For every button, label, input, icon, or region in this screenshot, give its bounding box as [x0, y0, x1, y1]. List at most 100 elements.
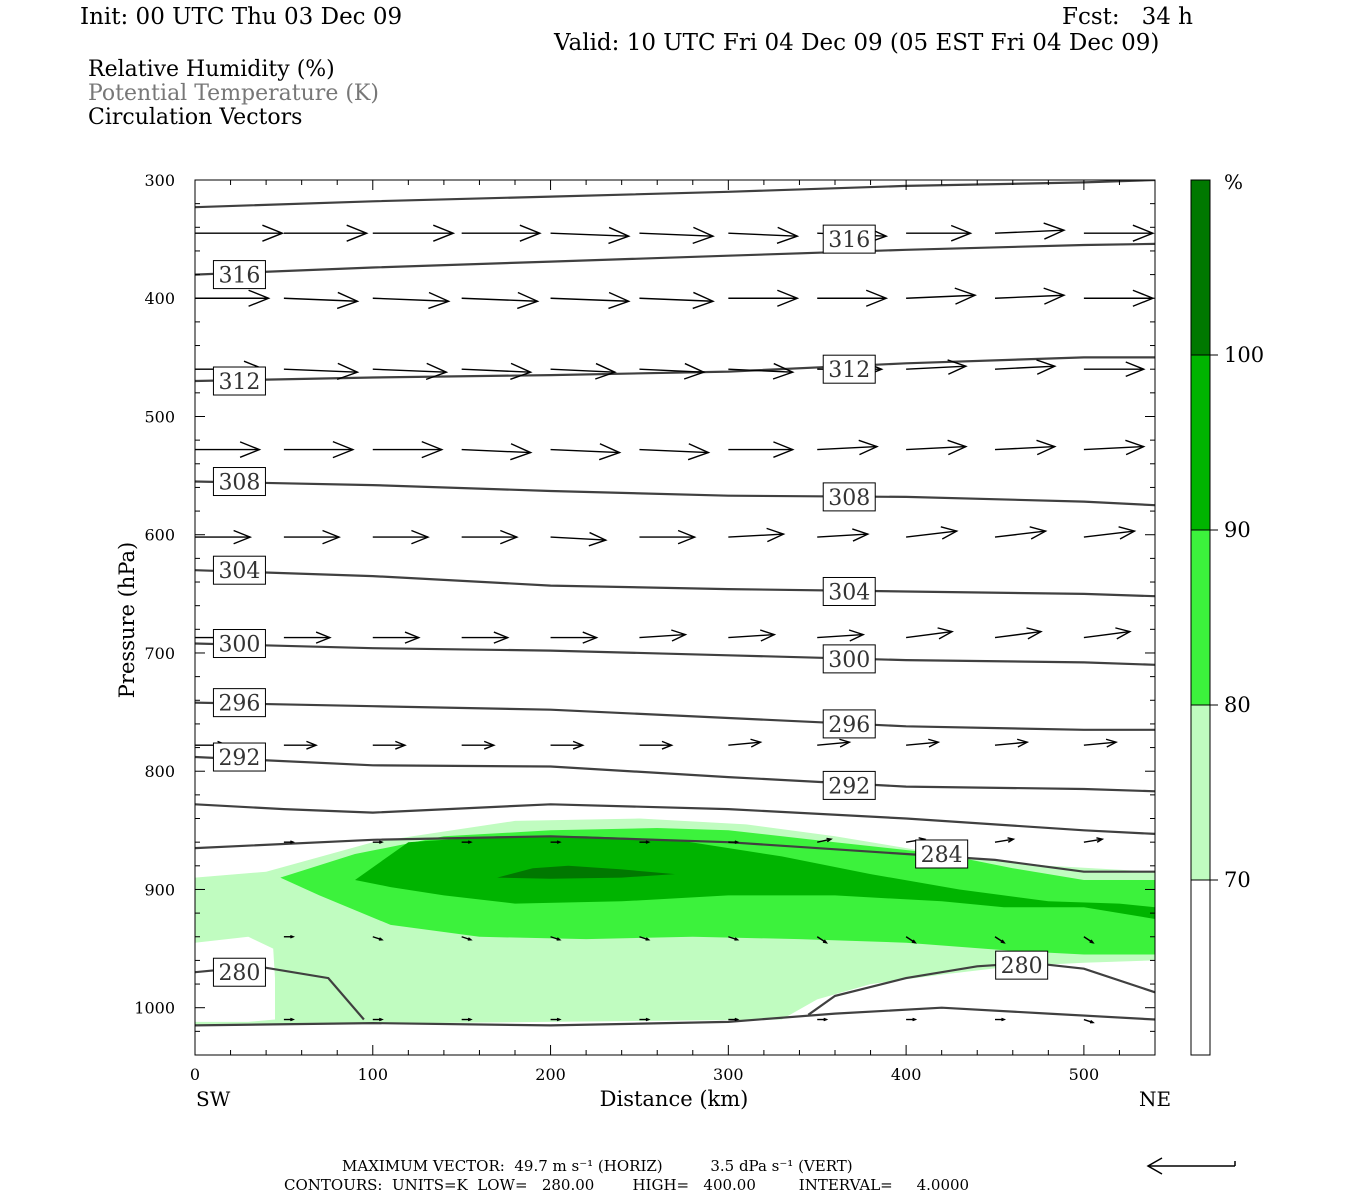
theta-label-300-1: 300 [822, 644, 876, 674]
theta-label-box [212, 260, 266, 290]
x-axis-label: Distance (km) [600, 1087, 749, 1111]
vector-head [1132, 224, 1155, 242]
vector-head [378, 937, 384, 941]
vector-shaft [283, 368, 358, 373]
circulation-vector [283, 840, 295, 844]
vector-head [687, 443, 711, 461]
circulation-vector [728, 738, 763, 748]
circulation-vector [195, 224, 285, 242]
theta-contour-284 [195, 835, 1155, 873]
vector-head [493, 631, 510, 644]
rh-region-100 [497, 865, 675, 879]
theta-label-text: 280 [218, 961, 260, 986]
vector-head [954, 287, 977, 305]
vector-head [661, 740, 674, 750]
circulation-vector [283, 362, 360, 381]
vector-shaft [1083, 530, 1135, 538]
footer-max-vector: MAXIMUM VECTOR: 49.7 m s⁻¹ (HORIZ) 3.5 d… [342, 1157, 853, 1175]
circulation-vector [1083, 837, 1105, 843]
circulation-vector [728, 840, 740, 844]
circulation-vector [906, 359, 968, 375]
vector-head [734, 937, 740, 941]
theta-label-text: 312 [218, 370, 260, 395]
circulation-vector [817, 629, 866, 642]
vector-head [510, 362, 533, 380]
circulation-vector [995, 1017, 1007, 1022]
y-tick-label: 400 [144, 289, 175, 308]
theta-label-text: 308 [218, 471, 260, 496]
theta-label-box [212, 467, 266, 497]
colorbar-segment [1190, 529, 1211, 706]
vector-head [582, 631, 599, 644]
legend-vectors: Circulation Vectors [88, 105, 303, 130]
vector-shaft [906, 530, 957, 538]
vector-head [1125, 439, 1146, 456]
circulation-vector [283, 291, 360, 310]
vector-head [1115, 627, 1132, 640]
y-tick-label: 300 [144, 171, 175, 190]
plot-frame [194, 179, 1156, 1056]
circulation-vector [639, 529, 697, 545]
colorbar: 70 80 90 100 [1190, 179, 1264, 1056]
circulation-vector [550, 840, 562, 844]
circulation-vector [906, 287, 977, 305]
vector-head [336, 362, 360, 381]
theta-label-text: 292 [218, 746, 260, 771]
theta-contour-316 [195, 242, 1155, 276]
circulation-vector [639, 291, 715, 310]
vector-head [500, 529, 519, 545]
circulation-vector [461, 631, 510, 644]
vector-shaft [994, 294, 1065, 299]
theta-label-text: 304 [828, 580, 870, 605]
vector-shaft [461, 448, 531, 454]
vector-shaft [817, 741, 850, 746]
vector-head [1036, 359, 1057, 375]
circulation-vector [461, 936, 473, 941]
vector-shaft [1083, 838, 1103, 843]
circulation-vector [461, 443, 533, 461]
circulation-vector [283, 1017, 295, 1022]
vector-head [766, 527, 786, 543]
vector-shaft [906, 630, 953, 639]
vector-head [290, 935, 295, 939]
vector-head [248, 289, 271, 307]
colorbar-segment [1190, 879, 1211, 1056]
circulation-vector [1083, 289, 1155, 307]
theta-label-box [212, 629, 266, 659]
vector-shaft [550, 232, 629, 237]
vector-shaft [372, 368, 447, 373]
vector-head [556, 1017, 562, 1022]
circulation-vector [283, 740, 318, 750]
vector-shaft [994, 229, 1065, 234]
vector-head [826, 837, 833, 843]
vector-shaft [817, 838, 832, 843]
vector-head [483, 740, 496, 750]
vector-head [262, 224, 285, 242]
theta-label-box [212, 555, 266, 585]
theta-label-box [822, 354, 876, 384]
theta-contour-292 [195, 755, 1155, 793]
colorbar-level-label: 70 [1224, 868, 1251, 892]
vector-head [822, 939, 829, 944]
theta-label-box [822, 644, 876, 674]
circulation-vector [461, 1017, 473, 1022]
circulation-vector [550, 226, 631, 245]
vector-shaft [906, 294, 976, 299]
y-tick-label: 900 [144, 880, 175, 899]
vector-head [425, 362, 449, 381]
x-tick-label: 200 [535, 1065, 566, 1084]
vector-shaft [817, 533, 868, 538]
vector-head [777, 289, 800, 307]
circulation-vector [728, 1017, 740, 1022]
vector-shaft [550, 536, 606, 541]
circulation-vector [550, 740, 585, 750]
circulation-vector [639, 629, 688, 642]
vector-shaft [283, 297, 358, 302]
circulation-vector [639, 443, 711, 461]
vector-head [1026, 627, 1043, 640]
theta-label-text: 292 [828, 774, 870, 799]
circulation-vector [906, 738, 941, 748]
theta-label-text: 304 [218, 559, 260, 584]
vector-head [467, 840, 473, 844]
